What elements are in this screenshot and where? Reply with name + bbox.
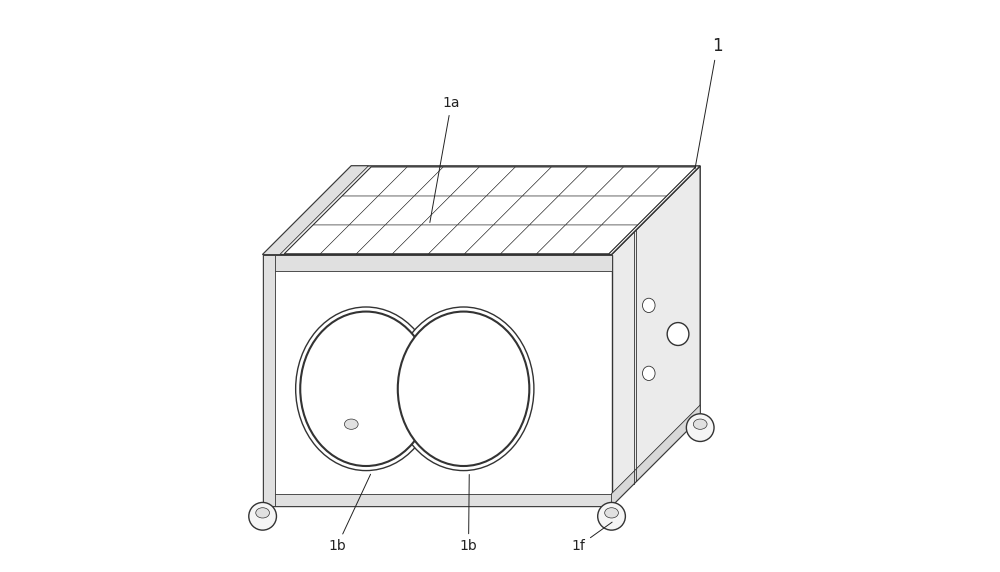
Polygon shape (263, 166, 368, 255)
Text: 1f: 1f (572, 522, 612, 553)
Polygon shape (356, 225, 421, 254)
Ellipse shape (337, 414, 365, 442)
Polygon shape (559, 167, 624, 196)
Polygon shape (263, 255, 275, 506)
Ellipse shape (300, 312, 432, 466)
Polygon shape (602, 196, 667, 225)
Text: 1b: 1b (328, 474, 371, 553)
Text: 1a: 1a (430, 96, 460, 223)
Polygon shape (566, 196, 631, 225)
Polygon shape (385, 196, 450, 225)
Polygon shape (450, 167, 515, 196)
Ellipse shape (667, 323, 689, 345)
Polygon shape (284, 167, 696, 254)
Ellipse shape (605, 508, 618, 518)
Polygon shape (612, 166, 700, 506)
Polygon shape (342, 167, 407, 196)
Polygon shape (263, 166, 700, 255)
Text: 1: 1 (695, 37, 723, 169)
Ellipse shape (256, 508, 269, 518)
Polygon shape (263, 494, 612, 506)
Polygon shape (284, 225, 349, 254)
Ellipse shape (344, 419, 358, 430)
Ellipse shape (398, 312, 529, 466)
Polygon shape (392, 225, 457, 254)
Text: 1b: 1b (460, 475, 477, 553)
Ellipse shape (296, 307, 436, 471)
Polygon shape (573, 225, 638, 254)
Ellipse shape (693, 419, 707, 430)
Polygon shape (349, 196, 414, 225)
Polygon shape (313, 196, 378, 225)
Polygon shape (631, 167, 696, 196)
Polygon shape (263, 255, 612, 271)
Polygon shape (595, 167, 660, 196)
Ellipse shape (393, 307, 534, 471)
Polygon shape (421, 196, 486, 225)
Polygon shape (486, 167, 551, 196)
Polygon shape (378, 167, 443, 196)
Ellipse shape (598, 502, 625, 530)
Ellipse shape (642, 366, 655, 380)
Polygon shape (320, 225, 385, 254)
Polygon shape (501, 225, 566, 254)
Polygon shape (537, 225, 602, 254)
Ellipse shape (249, 502, 276, 530)
Polygon shape (428, 225, 494, 254)
Polygon shape (465, 225, 530, 254)
Ellipse shape (686, 414, 714, 442)
Polygon shape (522, 167, 587, 196)
Ellipse shape (642, 298, 655, 312)
Polygon shape (457, 196, 522, 225)
Polygon shape (494, 196, 559, 225)
Polygon shape (530, 196, 595, 225)
Polygon shape (263, 255, 612, 506)
Polygon shape (414, 167, 479, 196)
Polygon shape (612, 405, 700, 506)
